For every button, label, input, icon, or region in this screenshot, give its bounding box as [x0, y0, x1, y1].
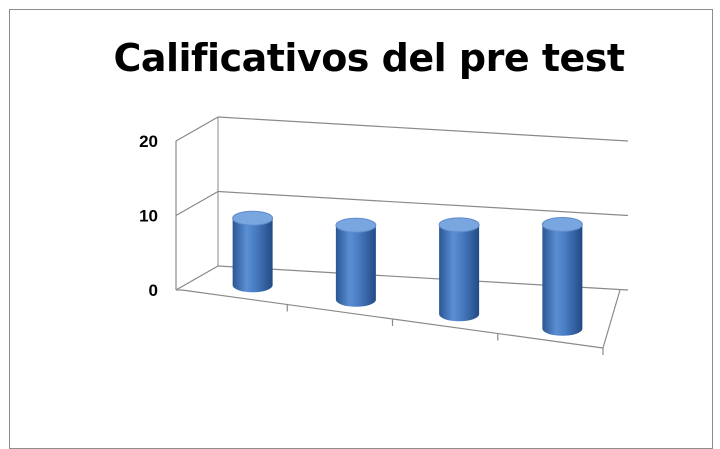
bar-body — [542, 224, 583, 336]
y-tick-labels: 0 10 20 — [139, 132, 158, 300]
gridline-side — [175, 265, 219, 291]
chart-title: Calificativos del pre test — [113, 36, 625, 80]
bar-top — [438, 217, 480, 233]
floor-right-edge — [602, 289, 621, 349]
gridline — [217, 190, 629, 217]
chart-plot: 0 10 20 — [139, 116, 629, 355]
axes — [175, 117, 621, 355]
bar-body — [439, 224, 480, 322]
bar — [541, 216, 583, 336]
bar — [335, 217, 377, 307]
bar-body — [335, 225, 376, 307]
y-tick-label: 10 — [139, 207, 158, 226]
bar-top — [232, 210, 274, 226]
gridline-side — [175, 190, 219, 217]
gridline — [217, 116, 629, 142]
bar — [232, 210, 274, 293]
bar-body — [232, 218, 273, 293]
y-tick-label: 0 — [149, 281, 158, 300]
bar — [438, 217, 480, 322]
gridlines — [175, 116, 629, 291]
bars — [232, 210, 583, 336]
bar-top — [541, 216, 583, 232]
bar-top — [335, 217, 377, 233]
y-tick-label: 20 — [139, 132, 158, 151]
gridline-side — [175, 116, 219, 142]
